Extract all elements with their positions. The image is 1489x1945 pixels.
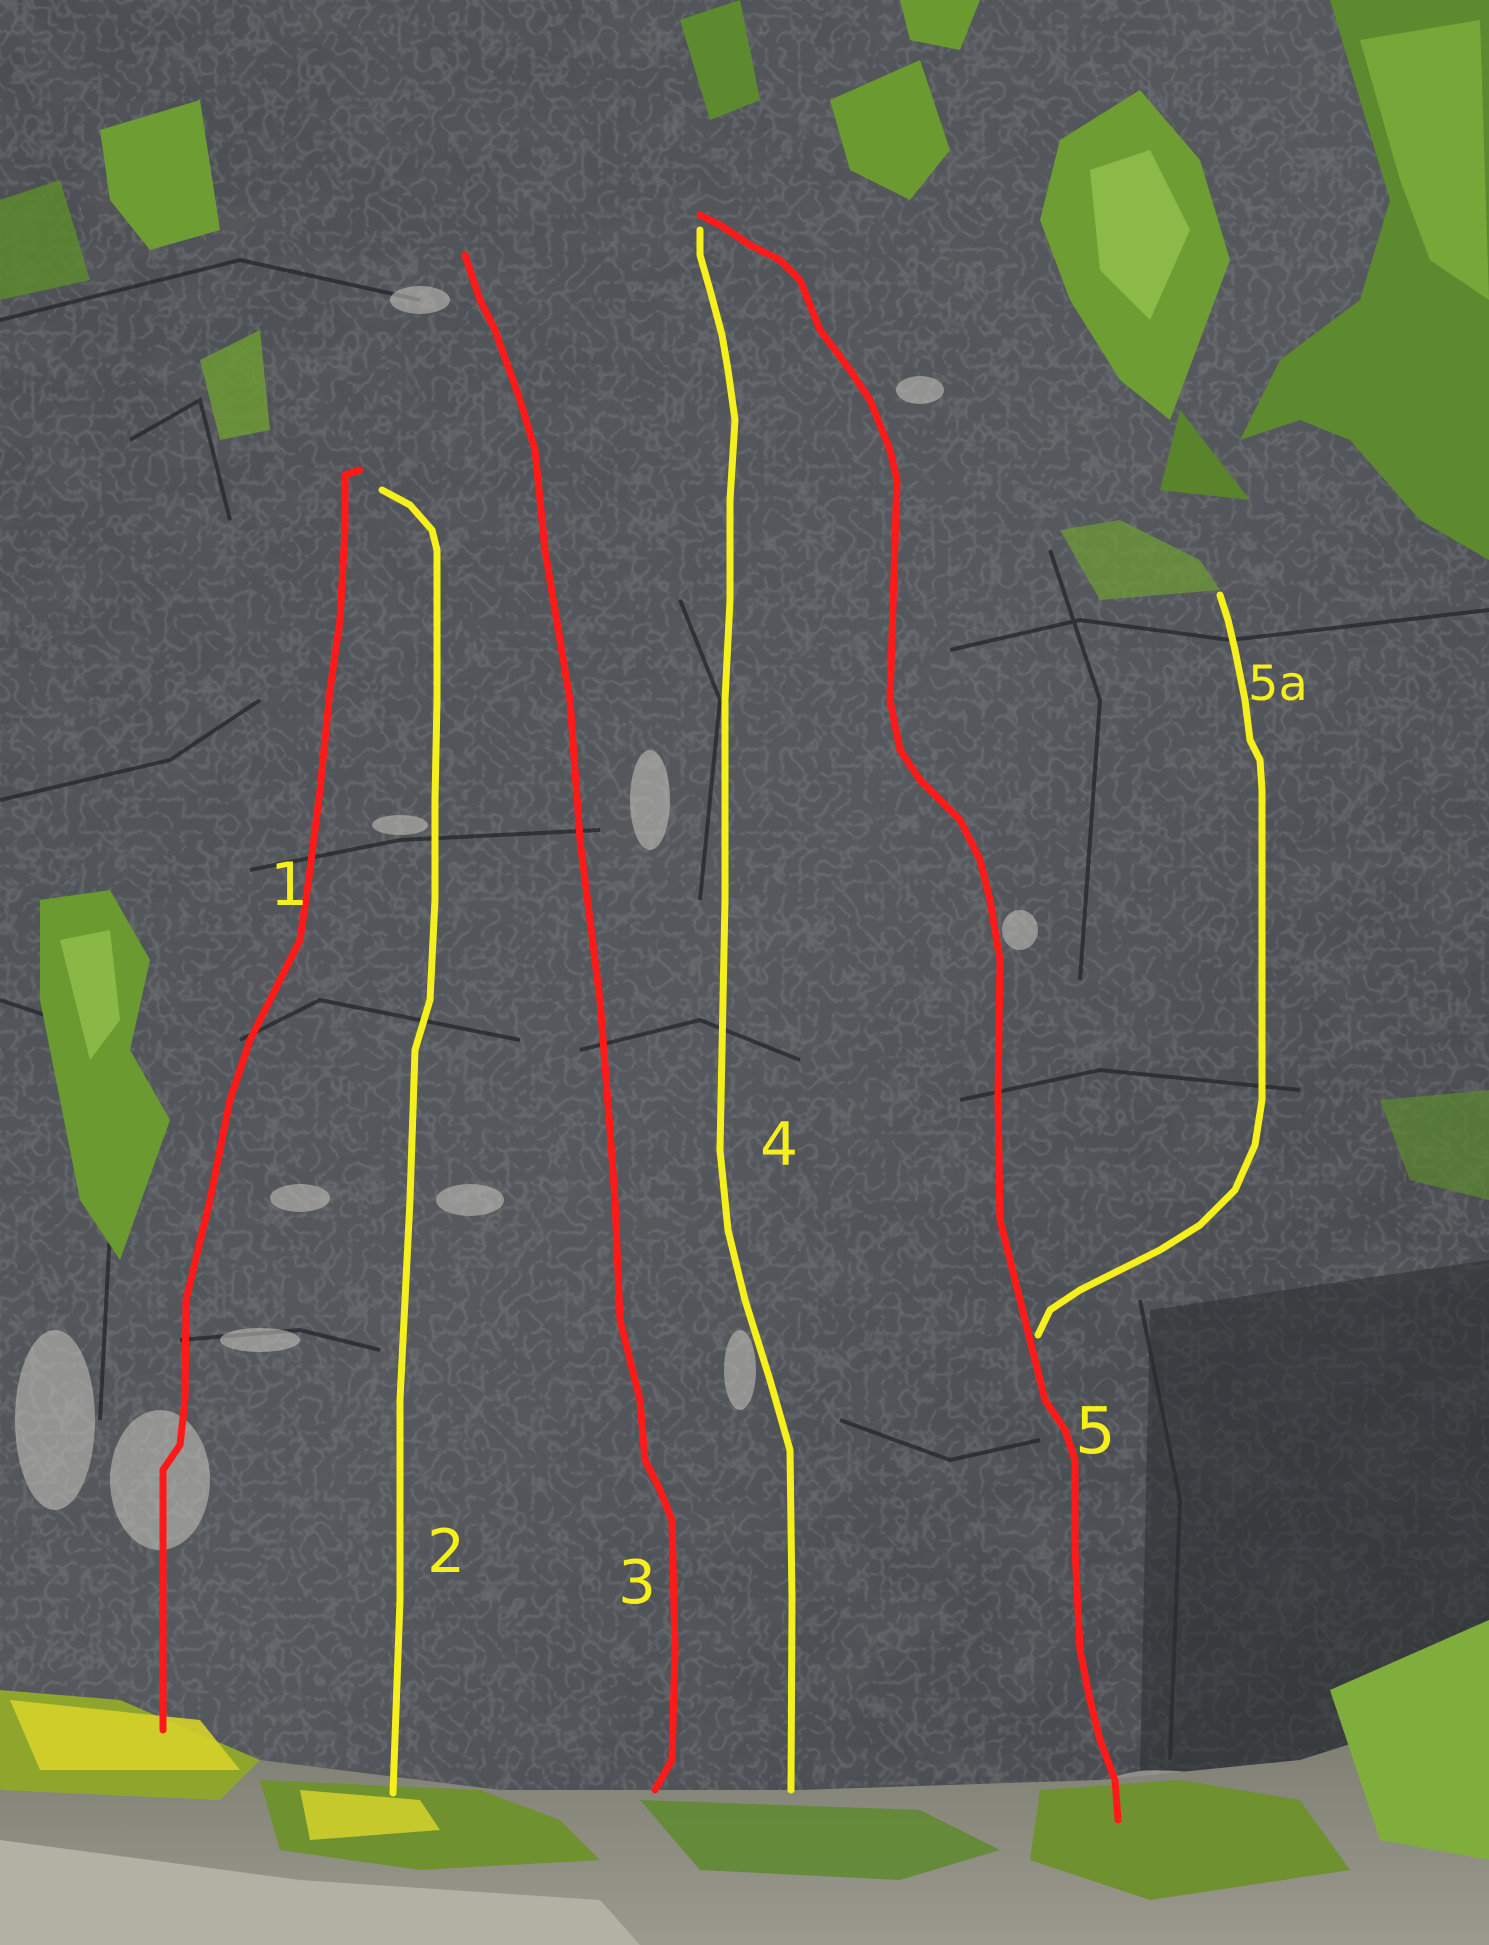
ground <box>0 1620 1489 1945</box>
rock-highlights <box>15 286 1220 1810</box>
route-5-label: 5 <box>1075 1395 1116 1469</box>
route-3-label: 3 <box>618 1548 657 1618</box>
route-5a-line <box>1034 591 1266 1339</box>
rock-cracks <box>0 257 1489 1761</box>
route-4-5-line <box>696 211 1122 1824</box>
route-4-line <box>696 226 796 1794</box>
route-3-line <box>461 251 679 1794</box>
route-5a-label: 5a <box>1248 656 1308 712</box>
route-lines <box>159 211 1266 1824</box>
route-1-line <box>159 466 364 1734</box>
vegetation <box>0 0 1489 1260</box>
route-2-line <box>378 486 441 1797</box>
route-1-label: 1 <box>270 850 309 920</box>
dark-block <box>1140 1260 1489 1780</box>
route-2-label: 2 <box>427 1517 466 1587</box>
route-4-label: 4 <box>760 1110 799 1180</box>
